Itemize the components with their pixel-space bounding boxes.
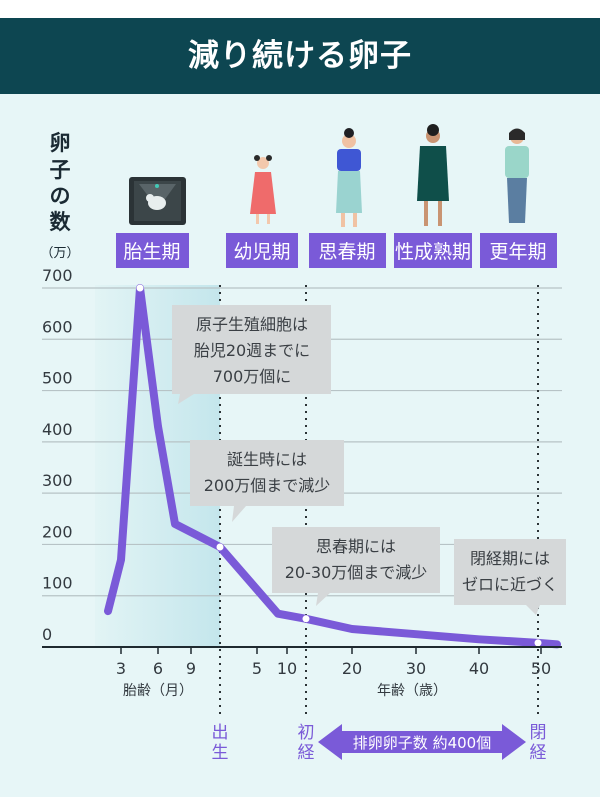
stage-label-puberty: 思春期 — [318, 241, 375, 263]
x-tick-label: 9 — [186, 659, 196, 678]
header-bar — [0, 18, 600, 94]
stage-label-reproductive: 性成熟期 — [395, 241, 471, 263]
callout-text: 胎児20週までに — [194, 341, 310, 360]
stage-label-fetal: 胎生期 — [123, 241, 180, 263]
ovulation-arrow: 排卵卵子数 約400個 — [318, 724, 526, 760]
x-tick-label: 20 — [342, 659, 362, 678]
y-axis-unit: （万） — [40, 246, 79, 261]
stage-label-menopause: 更年期 — [489, 241, 546, 263]
y-axis-title-char: 数 — [50, 210, 72, 234]
birth-label-char: 生 — [212, 743, 229, 763]
x-tick-label: 6 — [153, 659, 163, 678]
y-tick-label: 400 — [42, 420, 73, 439]
x-tick-label: 5 — [252, 659, 262, 678]
y-tick-label: 100 — [42, 574, 73, 593]
woman-figure-icon — [417, 124, 449, 226]
y-tick-label: 0 — [42, 625, 52, 644]
y-axis-title: 卵 子 の 数 （万） — [40, 131, 79, 261]
callout-birth: 誕生時には 200万個まで減少 — [190, 440, 344, 522]
callout-text: 閉経期には — [470, 549, 550, 568]
callout-menopause: 閉経期には ゼロに近づく — [454, 539, 566, 615]
callout-text: 700万個に — [213, 367, 292, 386]
y-tick-label: 300 — [42, 471, 73, 490]
y-axis-title-char: の — [50, 184, 71, 208]
y-tick-label: 200 — [42, 522, 73, 541]
child-figure-icon — [250, 155, 276, 224]
x-tick-label: 3 — [116, 659, 126, 678]
callout-text: 20-30万個まで減少 — [285, 563, 428, 582]
event-labels: 出 生 初 経 閉 経 — [212, 723, 547, 763]
y-axis-title-char: 卵 — [50, 131, 71, 155]
x-tick-label: 30 — [406, 659, 426, 678]
callout-text: ゼロに近づく — [462, 575, 558, 594]
stage-label-box — [116, 233, 189, 268]
data-point — [216, 543, 224, 551]
x-axis-ticks: 3 6 9 5 10 20 30 40 50 — [116, 647, 551, 678]
callout-fetal-peak: 原子生殖細胞は 胎児20週までに 700万個に — [172, 305, 331, 404]
y-tick-label: 500 — [42, 369, 73, 388]
callout-text: 思春期には — [316, 537, 396, 556]
ovulation-arrow-label: 排卵卵子数 約400個 — [353, 734, 491, 752]
menopause-label-char: 経 — [530, 743, 547, 763]
stage-label-box — [309, 233, 386, 268]
age-axis-label: 年齢（歳） — [377, 683, 447, 699]
stage-labels: 胎生期 幼児期 思春期 性成熟期 更年期 — [116, 233, 557, 268]
data-point — [302, 615, 310, 623]
stage-label-infancy: 幼児期 — [233, 241, 290, 263]
ultrasound-icon — [129, 177, 186, 225]
data-point — [534, 639, 542, 647]
event-points — [136, 284, 542, 647]
callout-puberty: 思春期には 20-30万個まで減少 — [272, 527, 440, 606]
data-point — [136, 284, 144, 292]
teen-figure-icon — [336, 128, 362, 227]
stage-label-box — [480, 233, 557, 268]
menopause-label-char: 閉 — [530, 723, 547, 743]
x-tick-label: 10 — [277, 659, 297, 678]
x-tick-label: 40 — [469, 659, 489, 678]
menarche-label-char: 経 — [298, 743, 315, 763]
stage-label-box — [394, 233, 472, 268]
y-axis-title-char: 子 — [50, 158, 71, 182]
callout-text: 200万個まで減少 — [204, 476, 331, 495]
y-tick-label: 600 — [42, 317, 73, 336]
header: 減り続ける卵子 — [0, 0, 600, 94]
older-woman-figure-icon — [505, 128, 529, 223]
menarche-label-char: 初 — [298, 723, 315, 743]
y-tick-label: 700 — [42, 266, 73, 285]
x-tick-label: 50 — [531, 659, 551, 678]
fetal-age-axis-label: 胎齢（月） — [123, 683, 193, 699]
callout-text: 原子生殖細胞は — [196, 315, 308, 334]
birth-label-char: 出 — [212, 723, 229, 743]
y-axis-ticks: 0 100 200 300 400 500 600 700 — [42, 266, 73, 644]
callout-text: 誕生時には — [227, 450, 307, 469]
stage-label-box — [226, 233, 298, 268]
page-title: 減り続ける卵子 — [188, 38, 412, 74]
